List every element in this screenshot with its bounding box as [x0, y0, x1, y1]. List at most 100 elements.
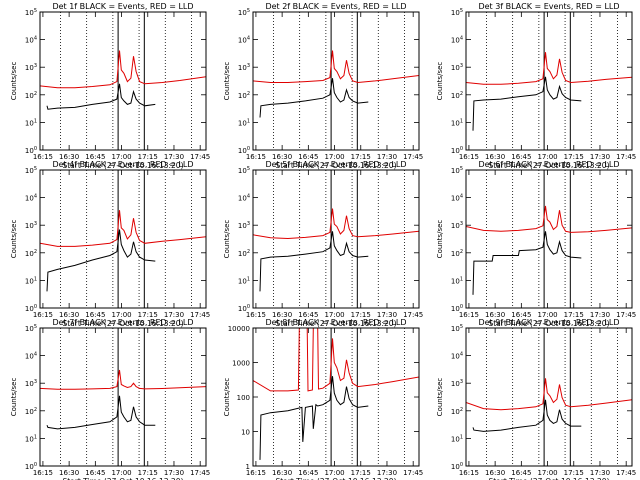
- y-tick-label: 100: [451, 146, 463, 155]
- plot-frame: [465, 169, 633, 309]
- chart-panel-9: Det 9f BLACK = Events, RED = LLD 100 101 10…: [436, 318, 636, 480]
- y-tick-label: 104: [238, 194, 250, 203]
- y-tick-label: 100: [238, 146, 250, 155]
- chart-title: Det 3f BLACK = Events, RED = LLD: [478, 2, 619, 11]
- chart-panel-6: Det 6f BLACK = Events, RED = LLD 100 101 10…: [436, 160, 636, 328]
- x-tick-label: 17:15: [564, 311, 584, 319]
- y-tick-label: 103: [25, 221, 37, 230]
- x-tick-label: 16:15: [246, 311, 266, 319]
- x-tick-label: 16:45: [298, 469, 318, 477]
- y-axis-label: Counts/sec: [223, 62, 231, 101]
- series-line-events: [46, 83, 156, 110]
- y-tick-label: 103: [238, 63, 250, 72]
- x-tick-label: 16:30: [485, 311, 505, 319]
- series-line-lld: [253, 328, 419, 392]
- y-tick-label: 102: [25, 91, 37, 100]
- x-tick-label: 16:45: [85, 469, 105, 477]
- x-tick-label: 16:45: [85, 311, 105, 319]
- y-tick-label: 103: [451, 221, 463, 230]
- x-axis-label: Start Time (27-Oct-10 16:13:20): [62, 161, 183, 170]
- x-axis-label: Start Time (27-Oct-10 16:13:20): [275, 319, 396, 328]
- series-line-events: [472, 231, 582, 295]
- series-line-events: [259, 376, 369, 460]
- y-tick-label: 100: [25, 462, 37, 471]
- x-tick-label: 17:15: [351, 311, 371, 319]
- y-tick-label: 100: [238, 304, 250, 313]
- x-axis-label: Start Time (27-Oct-10 16:13:20): [488, 477, 609, 480]
- y-tick-label: 101: [25, 276, 37, 285]
- x-tick-label: 17:15: [351, 469, 371, 477]
- y-tick-label: 1000: [232, 360, 250, 368]
- series-line-lld: [40, 369, 206, 390]
- y-tick-label: 10: [241, 429, 250, 437]
- chart-panel-1: Det 1f BLACK = Events, RED = LLD 100 101 10…: [10, 2, 210, 170]
- x-tick-label: 17:00: [111, 153, 131, 161]
- y-tick-label: 105: [451, 324, 463, 333]
- x-tick-label: 16:15: [459, 153, 479, 161]
- y-tick-label: 103: [451, 63, 463, 72]
- x-tick-label: 17:00: [111, 469, 131, 477]
- chart-panel-7: Det 7f BLACK = Events, RED = LLD 100 101 10…: [10, 318, 210, 480]
- y-tick-label: 101: [238, 276, 250, 285]
- series-line-events: [259, 78, 369, 118]
- plot-frame: [39, 169, 207, 309]
- x-tick-label: 17:45: [190, 469, 210, 477]
- y-tick-label: 105: [238, 166, 250, 175]
- x-axis-label: Start Time (27-Oct-10 16:13:20): [488, 161, 609, 170]
- x-tick-label: 17:00: [324, 469, 344, 477]
- x-tick-label: 16:30: [272, 311, 292, 319]
- y-tick-label: 104: [451, 352, 463, 361]
- y-tick-label: 100: [451, 462, 463, 471]
- series-line-events: [46, 229, 156, 292]
- y-tick-label: 102: [238, 91, 250, 100]
- x-tick-label: 16:30: [59, 311, 79, 319]
- plot-frame: [252, 169, 420, 309]
- series-line-events: [46, 395, 156, 430]
- x-tick-label: 17:45: [190, 311, 210, 319]
- y-tick-label: 105: [451, 8, 463, 17]
- x-tick-label: 17:30: [590, 153, 610, 161]
- series-line-lld: [253, 208, 419, 240]
- series-line-events: [472, 399, 582, 432]
- y-tick-label: 102: [238, 249, 250, 258]
- x-tick-label: 16:45: [511, 469, 531, 477]
- x-tick-label: 17:15: [138, 469, 158, 477]
- series-line-lld: [253, 50, 419, 84]
- y-tick-label: 103: [238, 221, 250, 230]
- x-tick-label: 16:30: [272, 469, 292, 477]
- x-tick-label: 17:30: [377, 153, 397, 161]
- y-tick-label: 1: [246, 463, 250, 471]
- x-tick-label: 16:45: [511, 311, 531, 319]
- x-tick-label: 17:45: [616, 469, 636, 477]
- x-tick-label: 16:15: [459, 469, 479, 477]
- chart-title: Det 7f BLACK = Events, RED = LLD: [52, 318, 193, 327]
- y-axis-label: Counts/sec: [436, 378, 444, 417]
- chart-title: Det 5f BLACK = Events, RED = LLD: [265, 160, 406, 169]
- series-line-lld: [40, 210, 206, 247]
- chart-panel-5: Det 5f BLACK = Events, RED = LLD 100 101 10…: [223, 160, 423, 328]
- y-tick-label: 103: [25, 379, 37, 388]
- x-tick-label: 17:00: [111, 311, 131, 319]
- y-axis-label: Counts/sec: [10, 62, 18, 101]
- x-tick-label: 17:30: [377, 469, 397, 477]
- chart-title: Det 6f BLACK = Events, RED = LLD: [478, 160, 619, 169]
- x-axis-label: Start Time (27-Oct-10 16:13:20): [275, 477, 396, 480]
- series-line-lld: [466, 378, 632, 411]
- x-tick-label: 16:30: [485, 469, 505, 477]
- y-tick-label: 105: [238, 8, 250, 17]
- series-line-events: [259, 231, 369, 292]
- x-tick-label: 17:15: [564, 153, 584, 161]
- y-tick-label: 104: [25, 194, 37, 203]
- chart-title: Det 4f BLACK = Events, RED = LLD: [52, 160, 193, 169]
- y-tick-label: 104: [25, 352, 37, 361]
- y-tick-label: 105: [25, 8, 37, 17]
- x-tick-label: 17:45: [403, 311, 423, 319]
- x-tick-label: 16:15: [33, 311, 53, 319]
- y-tick-label: 100: [25, 146, 37, 155]
- x-tick-label: 17:00: [324, 153, 344, 161]
- chart-panel-3: Det 3f BLACK = Events, RED = LLD 100 101 10…: [436, 2, 636, 170]
- y-tick-label: 104: [451, 194, 463, 203]
- x-tick-label: 16:45: [298, 311, 318, 319]
- y-tick-label: 104: [25, 36, 37, 45]
